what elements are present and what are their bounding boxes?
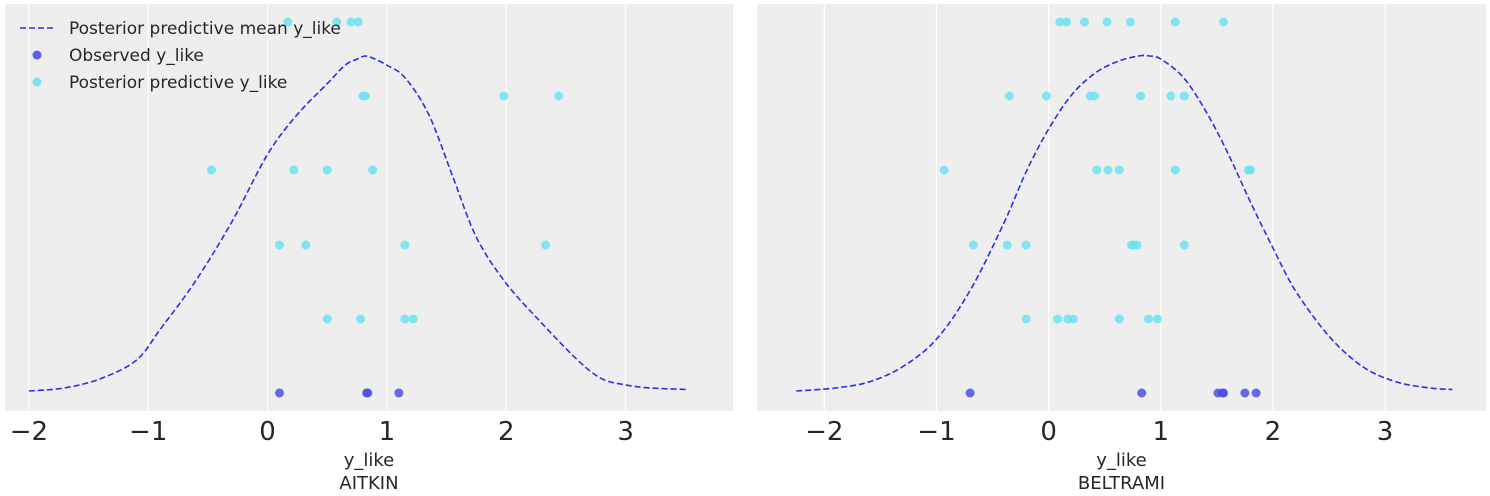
observed-point: [1251, 388, 1261, 398]
observed-point: [965, 388, 975, 398]
legend-dot-observed: [32, 50, 42, 60]
x-tick-label: 3: [1377, 417, 1394, 447]
x-tick-label: 3: [617, 417, 634, 447]
predictive-point: [1152, 314, 1162, 324]
predictive-point: [289, 165, 299, 175]
predictive-point: [1166, 91, 1176, 101]
predictive-point: [939, 165, 949, 175]
predictive-point: [353, 17, 363, 27]
observed-point: [1137, 388, 1147, 398]
predictive-point: [1041, 91, 1051, 101]
x-tick-label: −1: [917, 417, 955, 447]
predictive-point: [1021, 240, 1031, 250]
observed-point: [363, 388, 373, 398]
predictive-point: [1143, 314, 1153, 324]
predictive-point: [541, 240, 551, 250]
predictive-point: [968, 240, 978, 250]
legend-label: Posterior predictive mean y_like: [69, 19, 341, 39]
predictive-point: [1114, 314, 1124, 324]
predictive-point: [499, 91, 509, 101]
predictive-point: [360, 91, 370, 101]
x-tick-label: −1: [129, 417, 167, 447]
observed-point: [274, 388, 284, 398]
predictive-point: [1132, 240, 1142, 250]
predictive-point: [554, 91, 564, 101]
predictive-point: [1103, 165, 1113, 175]
x-tick-label: 2: [498, 417, 515, 447]
predictive-point: [1002, 240, 1012, 250]
predictive-point: [332, 17, 342, 27]
predictive-point: [1102, 17, 1112, 27]
predictive-point: [408, 314, 418, 324]
predictive-point: [1219, 17, 1229, 27]
predictive-point: [1179, 240, 1189, 250]
plot-background: [5, 4, 733, 411]
x-tick-label: 0: [1040, 417, 1057, 447]
predictive-point: [400, 240, 410, 250]
predictive-point: [368, 165, 378, 175]
observed-point: [394, 388, 404, 398]
predictive-point: [1245, 165, 1255, 175]
predictive-point: [1136, 91, 1146, 101]
legend-label: Observed y_like: [69, 46, 204, 66]
predictive-point: [1004, 91, 1014, 101]
legend-label: Posterior predictive y_like: [69, 73, 287, 93]
predictive-point: [1068, 314, 1078, 324]
predictive-point: [1062, 17, 1072, 27]
mean-curve: [28, 55, 688, 392]
observed-point: [1219, 388, 1229, 398]
legend-dot-predictive: [32, 77, 42, 87]
x-tick-label: −2: [805, 417, 843, 447]
predictive-point: [301, 240, 311, 250]
x-tick-label: 2: [1265, 417, 1282, 447]
predictive-point: [1114, 165, 1124, 175]
x-tick-label: −2: [10, 417, 48, 447]
predictive-point: [1090, 91, 1100, 101]
x-axis-label: y_like: [1096, 450, 1147, 471]
predictive-point: [274, 240, 284, 250]
predictive-point: [1053, 314, 1063, 324]
panel-name-label: AITKIN: [339, 473, 398, 494]
x-tick-label: 1: [1152, 417, 1169, 447]
x-tick-label: 0: [259, 417, 276, 447]
predictive-point: [346, 17, 356, 27]
x-tick-label: 1: [379, 417, 396, 447]
predictive-point: [1055, 17, 1065, 27]
predictive-point: [322, 314, 332, 324]
predictive-point: [322, 165, 332, 175]
predictive-point: [1170, 17, 1180, 27]
predictive-point: [1079, 17, 1089, 27]
observed-point: [1240, 388, 1250, 398]
predictive-point: [1125, 17, 1135, 27]
mean-curve: [796, 54, 1453, 392]
predictive-point: [283, 17, 293, 27]
plot-background: [757, 4, 1486, 411]
x-axis-label: y_like: [344, 450, 395, 471]
predictive-point: [356, 314, 366, 324]
predictive-point: [400, 314, 410, 324]
predictive-point: [1021, 314, 1031, 324]
predictive-point: [206, 165, 216, 175]
predictive-point: [1170, 165, 1180, 175]
predictive-point: [1179, 91, 1189, 101]
predictive-point: [1092, 165, 1102, 175]
panel-name-label: BELTRAMI: [1078, 473, 1165, 494]
